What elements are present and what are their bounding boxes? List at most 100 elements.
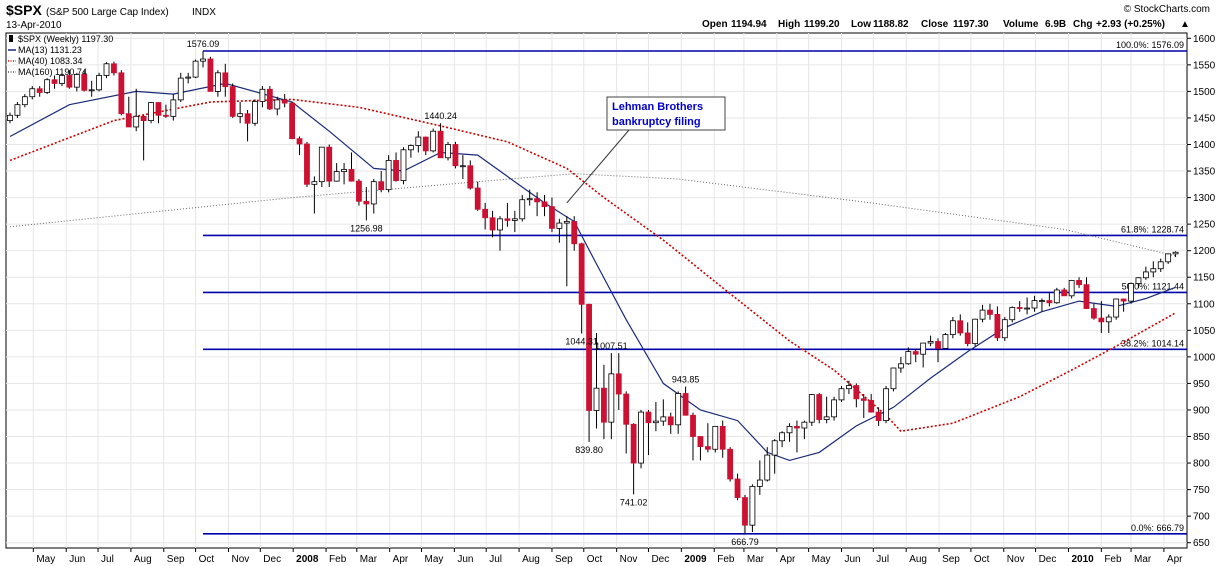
- grid-layer: [6, 33, 1187, 548]
- candle-down: [118, 72, 125, 115]
- candle-up: [1142, 271, 1149, 279]
- candle-up: [756, 479, 763, 487]
- candle-up: [652, 420, 659, 424]
- candle-up: [831, 399, 837, 418]
- candle-up: [21, 96, 28, 106]
- x-tick-label: Dec: [263, 554, 281, 565]
- symbol-title: $SPX: [6, 2, 42, 18]
- candle-up: [972, 318, 979, 344]
- candle-up: [511, 218, 518, 221]
- annotation-callout: Lehman Brothers bankruptcy filing: [566, 96, 726, 204]
- candle-up: [59, 75, 65, 84]
- candle-up: [749, 486, 756, 526]
- candle-up: [133, 115, 140, 128]
- candle-up: [1009, 307, 1016, 321]
- ma160-line: [9, 173, 1176, 257]
- candle-up: [897, 363, 904, 369]
- candle-up: [370, 181, 377, 205]
- quote-high-label: High: [778, 19, 800, 30]
- candle-up: [1001, 319, 1008, 339]
- x-tick-label: Apr: [393, 554, 409, 565]
- candle-up: [1113, 298, 1120, 318]
- candle-up: [44, 79, 51, 93]
- candle-up: [712, 426, 719, 450]
- y-tick-label: 650: [1193, 538, 1210, 549]
- candle-down: [994, 313, 1001, 339]
- x-tick-label: 2008: [296, 554, 319, 565]
- candle-up: [1135, 277, 1142, 284]
- candle-up: [556, 222, 563, 229]
- candle-up: [1165, 253, 1172, 263]
- x-tick-label: Apr: [780, 554, 796, 565]
- y-tick-label: 1300: [1193, 193, 1216, 204]
- x-tick-label: 2010: [1071, 554, 1094, 565]
- candle-up: [459, 165, 466, 168]
- quote-open-value: 1194.94: [731, 19, 767, 30]
- y-axis: 650 700 750 800 850 900 950 1000 1050 1100 1150 120…: [1187, 34, 1216, 549]
- candle-up: [942, 334, 949, 349]
- candle-down: [541, 201, 548, 208]
- candle-up: [771, 440, 778, 456]
- x-tick-label: Oct: [974, 554, 990, 565]
- x-tick-label: Jul: [489, 554, 502, 565]
- candle-down: [734, 478, 741, 498]
- quote-volume-value: 6.9B: [1045, 19, 1066, 30]
- x-tick-label: Aug: [134, 554, 152, 565]
- candle-up: [252, 101, 258, 124]
- annotation-box: [606, 96, 726, 131]
- fib-label: 0.0%: 666.79: [1131, 523, 1184, 533]
- candle-down: [853, 385, 860, 400]
- candle-down: [957, 320, 964, 334]
- candle-down: [742, 497, 748, 526]
- candle-down: [875, 411, 882, 421]
- fib-label: 61.8%: 1228.74: [1121, 224, 1184, 234]
- candle-down: [304, 143, 310, 185]
- symbol-exchange: INDX: [192, 7, 216, 18]
- candle-down: [296, 138, 303, 145]
- legend-entry: MA(160) 1190.74: [18, 67, 87, 77]
- candle-up: [890, 367, 897, 390]
- x-tick-label: Sep: [555, 554, 573, 565]
- x-tick-label: Nov: [1007, 554, 1025, 565]
- x-tick-label: Aug: [909, 554, 927, 565]
- candle-up: [1172, 251, 1179, 255]
- candle-up: [185, 76, 192, 79]
- candle-down: [697, 436, 704, 447]
- candle-down: [964, 332, 971, 344]
- candle-down: [615, 373, 622, 395]
- candle-up: [497, 218, 503, 231]
- x-tick-label: Nov: [620, 554, 638, 565]
- annotation-line1: Lehman Brothers: [612, 101, 703, 113]
- y-tick-label: 1350: [1193, 167, 1216, 178]
- price-label: 1440.24: [424, 111, 457, 121]
- x-tick-label: Jul: [876, 554, 889, 565]
- legend-entry: $SPX (Weekly) 1197.30: [18, 34, 113, 44]
- candle-up: [838, 388, 845, 401]
- brand-label: © StockCharts.com: [1124, 4, 1210, 15]
- candle-up: [318, 146, 325, 183]
- candle-up: [333, 171, 340, 182]
- candle-down: [794, 426, 800, 429]
- candle-down: [222, 72, 229, 88]
- quote-close-value: 1197.30: [953, 19, 989, 30]
- candle-up: [415, 136, 422, 146]
- candle-up: [1150, 268, 1157, 273]
- candle-up: [764, 454, 771, 481]
- price-label: 943.85: [672, 375, 700, 385]
- candle-up: [214, 72, 221, 92]
- candle-up: [608, 373, 615, 423]
- candle-up: [1105, 316, 1112, 323]
- candle-up: [801, 421, 808, 429]
- candle-down: [111, 63, 117, 74]
- candle-up: [1031, 300, 1038, 309]
- candle-up: [400, 149, 407, 181]
- candle-up: [192, 60, 199, 78]
- fib-label: 50.0%: 1121.44: [1122, 281, 1184, 291]
- candle-up: [949, 320, 956, 335]
- x-tick-label: Feb: [717, 554, 735, 565]
- candle-down: [452, 144, 459, 167]
- quote-high-value: 1199.20: [804, 19, 840, 30]
- y-tick-label: 900: [1193, 405, 1210, 416]
